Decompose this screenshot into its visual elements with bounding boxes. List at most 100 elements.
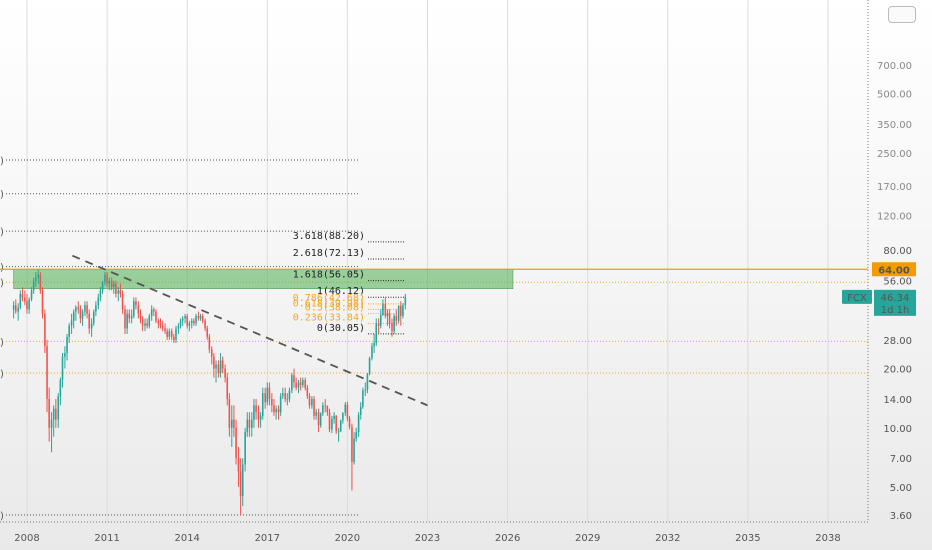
chart-settings-button[interactable] (888, 6, 916, 23)
candle-body-43 (108, 280, 111, 284)
candle-body-142 (328, 412, 331, 430)
candle-body-35 (90, 323, 93, 329)
candle-body-19 (55, 408, 57, 420)
candle-body-169 (388, 313, 391, 324)
candle-body-11 (37, 274, 40, 278)
candle-body-12 (39, 274, 42, 291)
candle-body-10 (35, 277, 37, 281)
candle-body-51 (126, 313, 128, 329)
candle-body-174 (400, 305, 402, 317)
candle-body-57 (139, 313, 142, 319)
candle-body-131 (304, 379, 307, 388)
candle-body-97 (228, 399, 231, 428)
fib-label-0: 3.618(88.20) (293, 231, 365, 242)
candle-body-6 (26, 301, 28, 310)
left-fib-label-3: ) (0, 263, 4, 274)
candle-body-112 (261, 393, 264, 416)
supply-zone[interactable] (13, 269, 514, 289)
candle-body-126 (293, 375, 295, 383)
candle-body-17 (50, 419, 53, 428)
candle-body-105 (246, 419, 249, 433)
y-tick-label-5: 120.00 (877, 212, 912, 223)
candle-body-72 (173, 336, 175, 340)
candle-body-24 (66, 336, 68, 354)
candle-body-154 (355, 432, 358, 439)
candle-body-129 (299, 382, 302, 386)
x-tick-label-0: 2008 (14, 533, 39, 544)
candle-body-53 (130, 316, 133, 319)
candle-body-87 (206, 328, 209, 337)
candle-body-139 (322, 405, 324, 414)
last-price-text: 46.34 (881, 293, 910, 304)
candle-body-59 (144, 323, 146, 326)
countdown-text: 1d 1h (881, 305, 910, 316)
candle-body-175 (402, 305, 404, 317)
candle-body-140 (324, 405, 327, 407)
candle-body-84 (199, 316, 202, 319)
candle-body-135 (313, 399, 315, 416)
y-tick-label-1: 500.00 (877, 90, 912, 101)
candle-body-116 (271, 399, 273, 406)
y-tick-label-2: 350.00 (877, 120, 912, 131)
candle-body-61 (148, 316, 151, 326)
left-fib-label-4: ) (0, 278, 4, 289)
candle-body-0 (12, 305, 15, 310)
candle-body-52 (128, 313, 131, 319)
candle-body-73 (175, 328, 177, 340)
y-tick-label-3: 250.00 (877, 149, 912, 160)
fib-label-8: 0(30.05) (317, 323, 365, 334)
candle-body-165 (379, 314, 382, 326)
candle-body-162 (373, 342, 375, 347)
candle-body-67 (161, 325, 164, 329)
supply-zone-rect[interactable] (13, 269, 514, 289)
candle-body-89 (210, 349, 213, 357)
candle-body-156 (359, 406, 362, 416)
price-axis[interactable]: 700.00 500.00 350.00 250.00 170.00 120.00 80.0… (877, 61, 912, 522)
candle-body-115 (268, 387, 271, 400)
candle-body-38 (97, 297, 100, 306)
x-tick-label-7: 2029 (575, 533, 600, 544)
y-tick-label-8: 28.00 (883, 336, 912, 347)
candle-body-69 (166, 331, 168, 337)
candle-body-107 (251, 419, 253, 428)
candle-body-111 (259, 415, 262, 420)
candle-body-92 (217, 364, 220, 373)
candle-body-54 (133, 301, 135, 317)
candle-body-113 (264, 393, 266, 403)
candle-body-25 (68, 325, 70, 337)
candle-body-146 (337, 431, 340, 433)
candle-body-101 (237, 458, 240, 472)
candle-body-20 (57, 396, 60, 420)
fib-extension[interactable]: 3.618(88.20) 2.618(72.13) 1.618(56.05) 1(46… (293, 231, 405, 335)
candle-body-81 (193, 320, 195, 324)
symbol-tag[interactable] (842, 289, 872, 304)
level-price-text: 64.00 (878, 265, 910, 276)
candle-body-36 (92, 311, 95, 324)
candle-body-151 (348, 418, 351, 427)
candle-body-48 (119, 290, 122, 294)
candle-body-110 (257, 412, 260, 420)
candle-body-14 (44, 313, 46, 347)
y-tick-label-0: 700.00 (877, 61, 912, 72)
candle-body-62 (150, 309, 153, 317)
candle-body-2 (17, 307, 19, 312)
x-tick-label-3: 2017 (255, 533, 280, 544)
candle-body-119 (277, 408, 280, 413)
candle-body-98 (230, 419, 233, 428)
candle-body-66 (159, 323, 162, 326)
candle-body-93 (219, 360, 222, 373)
candle-body-144 (333, 415, 335, 419)
candle-body-159 (366, 374, 369, 390)
candle-body-30 (79, 309, 82, 319)
time-axis[interactable]: 2008 2011 2014 2017 2020 2023 2026 2029 2032 2035… (14, 533, 840, 544)
symbol-text: FCX (847, 293, 867, 304)
y-tick-label-7: 56.00 (883, 277, 912, 288)
candle-body-79 (188, 323, 191, 326)
candle-body-172 (395, 316, 398, 321)
fib-label-6: 0.5(38.08) (305, 303, 365, 314)
candle-body-23 (64, 353, 66, 357)
candle-body-60 (146, 323, 148, 326)
